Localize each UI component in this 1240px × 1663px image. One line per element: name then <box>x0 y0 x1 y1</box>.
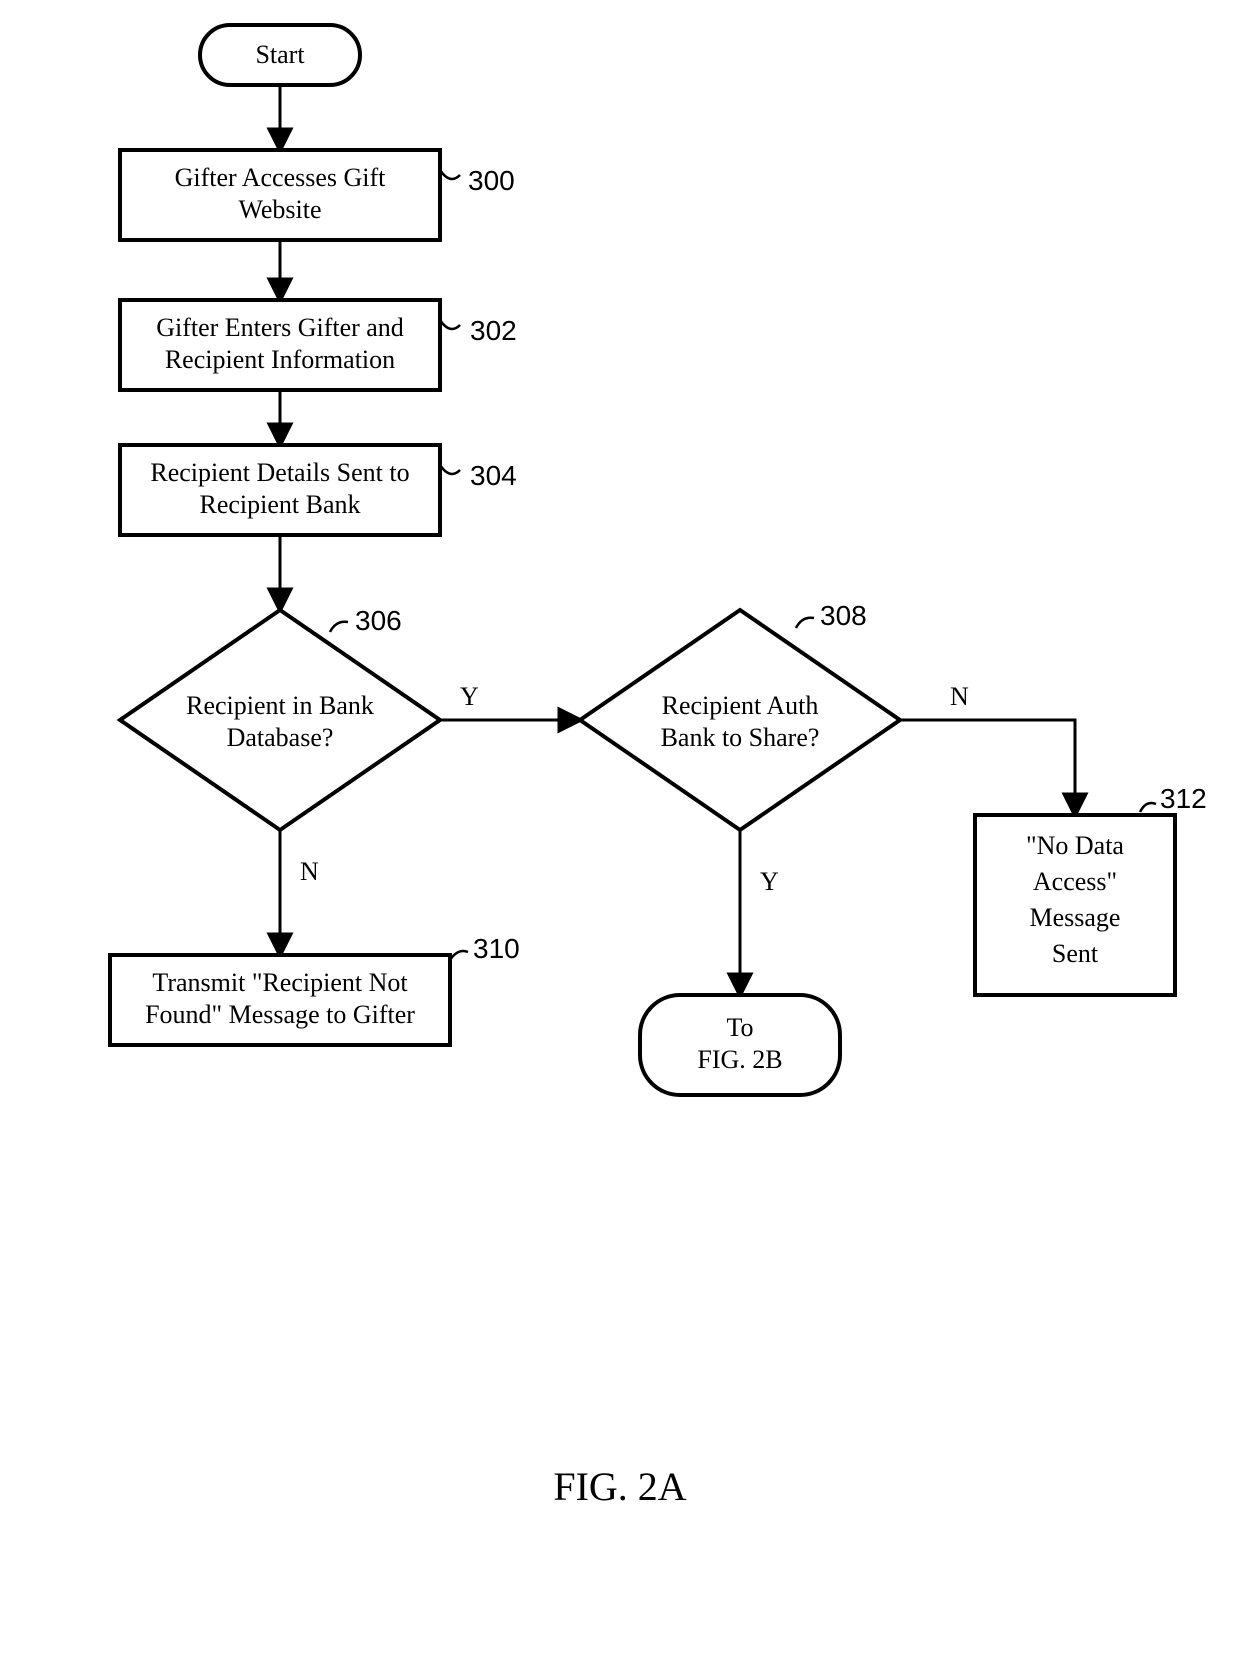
svg-text:Recipient Bank: Recipient Bank <box>199 490 360 519</box>
svg-text:To: To <box>726 1013 753 1042</box>
edge-308-312 <box>900 720 1075 815</box>
edge-label-306-308: Y <box>460 682 479 711</box>
edge-label-308-tofig: Y <box>760 867 779 896</box>
svg-text:Database?: Database? <box>227 723 334 752</box>
node-start: Start <box>200 25 360 85</box>
svg-text:304: 304 <box>470 460 517 491</box>
svg-text:302: 302 <box>470 315 517 346</box>
svg-text:Transmit "Recipient Not: Transmit "Recipient Not <box>152 968 408 997</box>
svg-text:Gifter Enters Gifter and: Gifter Enters Gifter and <box>156 313 404 342</box>
svg-text:Website: Website <box>238 195 321 224</box>
svg-text:Recipient Auth: Recipient Auth <box>662 691 819 720</box>
node-to-fig2b: To FIG. 2B <box>640 995 840 1095</box>
svg-text:FIG. 2B: FIG. 2B <box>697 1045 782 1074</box>
svg-text:Gifter Accesses Gift: Gifter Accesses Gift <box>175 163 387 192</box>
svg-text:Start: Start <box>255 40 305 69</box>
node-308: Recipient Auth Bank to Share? 308 <box>580 600 900 830</box>
node-306: Recipient in Bank Database? 306 <box>120 605 440 830</box>
svg-text:Recipient in Bank: Recipient in Bank <box>186 691 374 720</box>
figure-caption: FIG. 2A <box>553 1464 686 1509</box>
edge-label-306-310: N <box>300 857 319 886</box>
svg-text:308: 308 <box>820 600 867 631</box>
svg-text:300: 300 <box>468 165 515 196</box>
svg-text:312: 312 <box>1160 783 1207 814</box>
edge-label-308-312: N <box>950 682 969 711</box>
svg-text:"No Data: "No Data <box>1026 831 1124 860</box>
node-304: Recipient Details Sent to Recipient Bank… <box>120 445 517 535</box>
node-310: Transmit "Recipient Not Found" Message t… <box>110 933 520 1045</box>
node-312: "No Data Access" Message Sent 312 <box>975 783 1207 995</box>
node-300: Gifter Accesses Gift Website 300 <box>120 150 515 240</box>
flowchart-canvas: Y N Y N Start Gifter Accesses Gift Websi… <box>0 0 1240 1663</box>
svg-text:Sent: Sent <box>1052 939 1099 968</box>
svg-text:Recipient Details Sent to: Recipient Details Sent to <box>150 458 409 487</box>
svg-text:Found" Message to Gifter: Found" Message to Gifter <box>145 1000 415 1029</box>
svg-text:Message: Message <box>1030 903 1121 932</box>
svg-text:Access": Access" <box>1033 867 1117 896</box>
node-302: Gifter Enters Gifter and Recipient Infor… <box>120 300 517 390</box>
svg-text:310: 310 <box>473 933 520 964</box>
svg-text:Recipient Information: Recipient Information <box>165 345 395 374</box>
svg-text:Bank to Share?: Bank to Share? <box>661 723 820 752</box>
svg-text:306: 306 <box>355 605 402 636</box>
